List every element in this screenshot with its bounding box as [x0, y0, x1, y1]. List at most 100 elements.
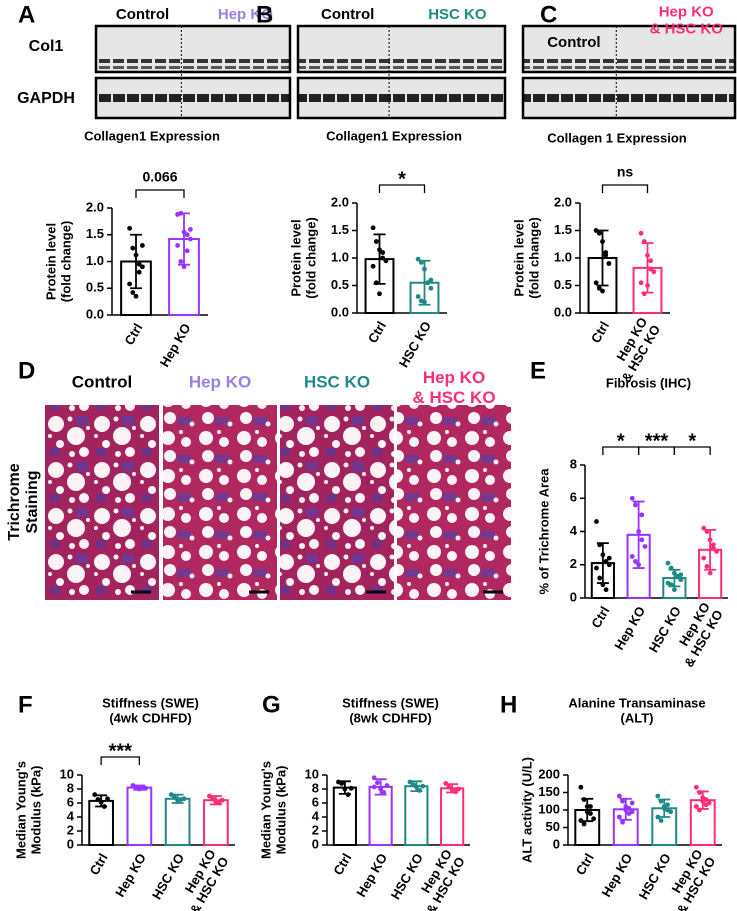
data-point — [370, 263, 376, 269]
data-point — [661, 805, 667, 811]
data-point — [380, 250, 386, 255]
data-point — [375, 780, 380, 786]
data-point — [184, 232, 190, 238]
data-point — [95, 797, 101, 802]
chart-title: Collagen1 Expression — [326, 128, 462, 143]
data-point — [648, 266, 654, 272]
data-point — [606, 562, 612, 568]
blot-col1 — [296, 24, 507, 74]
blot-group-label: Hep KO & HSC KO — [650, 3, 724, 37]
y-tick-label: 1.0 — [86, 253, 104, 268]
significance-bracket — [100, 756, 141, 765]
y-tick-label: 1.0 — [554, 249, 572, 264]
data-point — [638, 280, 644, 286]
y-tick-label: 8 — [312, 780, 319, 795]
y-tick-label: 2 — [67, 822, 74, 837]
data-point — [348, 785, 354, 791]
data-point — [140, 243, 145, 248]
y-tick-label: 1.0 — [331, 249, 349, 264]
data-point — [658, 798, 664, 804]
y-tick-label: 0 — [67, 836, 74, 851]
significance-label: ns — [617, 164, 634, 180]
data-point — [422, 266, 427, 272]
x-tick-label: HSC KO — [636, 851, 674, 902]
y-tick-label: 1.5 — [554, 222, 572, 237]
blot-gapdh — [521, 76, 737, 120]
significance-bracket — [378, 184, 426, 193]
data-point — [648, 258, 654, 264]
y-tick-label: 4 — [67, 808, 75, 823]
data-point — [633, 502, 638, 508]
significance-label: 0.066 — [142, 169, 177, 185]
blot-gapdh — [296, 76, 507, 120]
blot-gapdh — [94, 76, 292, 120]
data-point — [597, 542, 603, 548]
data-point — [581, 821, 587, 827]
data-point — [693, 784, 699, 790]
data-point — [168, 792, 174, 797]
data-point — [188, 227, 193, 232]
data-point — [136, 261, 142, 267]
data-point — [133, 293, 139, 299]
x-tick-label: Ctrl — [365, 319, 389, 346]
data-point — [345, 792, 351, 797]
data-point — [136, 269, 142, 275]
chart-title: Stiffness (SWE) (4wk CDHFD) — [102, 696, 199, 726]
data-point — [593, 228, 599, 233]
y-tick-label: 1.5 — [331, 222, 349, 237]
data-point — [188, 236, 193, 242]
significance-label: * — [398, 168, 406, 190]
data-point — [678, 577, 684, 583]
data-point — [620, 798, 625, 804]
data-point — [600, 582, 606, 588]
y-tick-label: 200 — [538, 766, 560, 781]
y-axis-label: Median Young'sModulus (kPa) — [14, 761, 44, 859]
data-point — [92, 792, 98, 797]
significance-bracket — [673, 446, 711, 455]
data-point — [425, 280, 431, 286]
data-point — [710, 545, 716, 551]
x-tick-label: Ctrl — [87, 851, 111, 878]
data-point — [668, 582, 674, 588]
y-tick-label: 0.5 — [554, 277, 572, 292]
blot-group-label: Control — [116, 6, 169, 23]
data-point — [645, 283, 650, 288]
data-point — [381, 790, 387, 795]
data-point — [591, 816, 597, 822]
data-point — [701, 525, 707, 531]
data-point — [383, 258, 389, 264]
data-point — [703, 802, 709, 808]
y-tick-label: 0 — [312, 836, 319, 851]
data-point — [210, 796, 216, 802]
data-point — [665, 560, 671, 566]
data-point — [658, 818, 664, 823]
data-point — [668, 565, 674, 571]
data-point — [415, 256, 421, 262]
data-point — [371, 784, 377, 790]
error-bar — [632, 500, 645, 569]
side-label: TrichromeStaining — [6, 463, 41, 540]
data-point — [697, 790, 702, 795]
data-point — [704, 564, 710, 569]
y-tick-label: 100 — [538, 801, 560, 816]
data-point — [633, 559, 638, 564]
data-point — [420, 783, 426, 789]
bar — [332, 786, 357, 846]
data-point — [616, 814, 622, 820]
data-point — [370, 225, 376, 231]
data-point — [707, 570, 713, 576]
significance-label: *** — [645, 430, 669, 452]
data-point — [655, 793, 661, 799]
data-point — [616, 793, 622, 799]
data-point — [452, 789, 458, 795]
data-point — [219, 797, 225, 803]
bar — [404, 785, 429, 847]
data-point — [665, 802, 670, 808]
x-tick-label: Ctrl — [573, 851, 597, 878]
blot-group-label: Control — [547, 34, 600, 51]
blot-row-label: GAPDH — [17, 90, 75, 107]
y-axis-label: Protein level(fold change) — [512, 217, 542, 299]
y-tick-label: 10 — [60, 766, 74, 781]
y-axis-label: Protein level(fold change) — [44, 221, 74, 303]
data-point — [384, 783, 390, 788]
